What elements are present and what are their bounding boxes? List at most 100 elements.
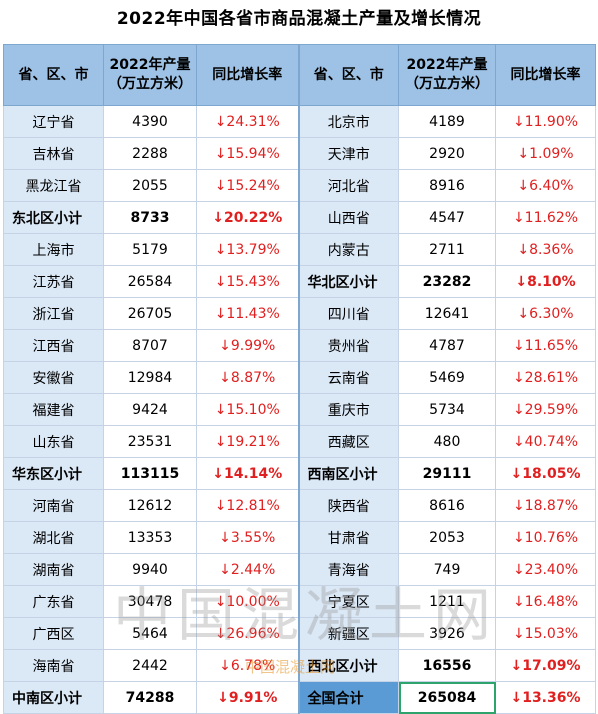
header-province-right: 省、区、市	[297, 44, 399, 106]
left-growth-rate-cell: ↓20.22%	[196, 201, 299, 234]
header-output-left: 2022年产量 （万立方米）	[103, 44, 197, 106]
output-table: 省、区、市 2022年产量 （万立方米） 同比增长率 省、区、市 2022年产量…	[3, 44, 596, 714]
right-growth-rate-cell: ↓28.61%	[495, 361, 596, 394]
right-region-name-cell: 四川省	[297, 297, 399, 330]
left-region-name-cell: 辽宁省	[3, 105, 104, 138]
left-region-name-cell: 广东省	[3, 585, 104, 618]
right-region-name-cell: 北京市	[297, 105, 399, 138]
left-output-value-cell: 26584	[103, 265, 197, 298]
header-growth-left: 同比增长率	[196, 44, 299, 106]
right-growth-rate-cell: ↓11.62%	[495, 201, 596, 234]
right-growth-rate-cell: ↓8.36%	[495, 233, 596, 266]
right-region-name-cell: 新疆区	[297, 617, 399, 650]
right-growth-rate-cell: ↓10.76%	[495, 521, 596, 554]
left-region-name-cell: 江苏省	[3, 265, 104, 298]
right-output-value-cell: 29111	[398, 457, 496, 490]
left-growth-rate-cell: ↓15.43%	[196, 265, 299, 298]
right-output-value-cell: 12641	[398, 297, 496, 330]
right-region-name-cell: 宁夏区	[297, 585, 399, 618]
right-region-name-cell: 西北区小计	[297, 649, 399, 682]
left-output-value-cell: 2055	[103, 169, 197, 202]
left-region-name-cell: 华东区小计	[3, 457, 104, 490]
left-region-name-cell: 河南省	[3, 489, 104, 522]
right-region-name-cell: 山西省	[297, 201, 399, 234]
left-output-value-cell: 30478	[103, 585, 197, 618]
right-region-name-cell: 天津市	[297, 137, 399, 170]
left-region-name-cell: 湖南省	[3, 553, 104, 586]
right-growth-rate-cell: ↓15.03%	[495, 617, 596, 650]
left-output-value-cell: 5464	[103, 617, 197, 650]
left-output-value-cell: 8707	[103, 329, 197, 362]
right-region-name-cell: 云南省	[297, 361, 399, 394]
left-growth-rate-cell: ↓10.00%	[196, 585, 299, 618]
left-growth-rate-cell: ↓9.91%	[196, 681, 299, 714]
left-growth-rate-cell: ↓12.81%	[196, 489, 299, 522]
table-row: 海南省 2442 ↓6.78% 西北区小计 16556 ↓17.09%	[3, 649, 596, 682]
header-output-line1: 2022年产量	[109, 57, 191, 73]
right-region-name-cell: 西南区小计	[297, 457, 399, 490]
right-growth-rate-cell: ↓18.05%	[495, 457, 596, 490]
left-region-name-cell: 上海市	[3, 233, 104, 266]
right-output-value-cell: 16556	[398, 649, 496, 682]
table-row: 浙江省 26705 ↓11.43% 四川省 12641 ↓6.30%	[3, 297, 596, 330]
right-output-value-cell: 480	[398, 425, 496, 458]
left-output-value-cell: 12984	[103, 361, 197, 394]
left-region-name-cell: 江西省	[3, 329, 104, 362]
right-region-name-cell: 陕西省	[297, 489, 399, 522]
table-row: 广东省 30478 ↓10.00% 宁夏区 1211 ↓16.48%	[3, 585, 596, 618]
right-output-value-cell: 1211	[398, 585, 496, 618]
table-row: 湖南省 9940 ↓2.44% 青海省 749 ↓23.40%	[3, 553, 596, 586]
left-growth-rate-cell: ↓26.96%	[196, 617, 299, 650]
header-output-line2: （万立方米）	[108, 76, 192, 92]
left-region-name-cell: 山东省	[3, 425, 104, 458]
left-growth-rate-cell: ↓8.87%	[196, 361, 299, 394]
right-growth-rate-cell: ↓23.40%	[495, 553, 596, 586]
right-growth-rate-cell: ↓1.09%	[495, 137, 596, 170]
left-output-value-cell: 4390	[103, 105, 197, 138]
left-region-name-cell: 黑龙江省	[3, 169, 104, 202]
right-growth-rate-cell: ↓8.10%	[495, 265, 596, 298]
right-output-value-cell: 8616	[398, 489, 496, 522]
left-growth-rate-cell: ↓6.78%	[196, 649, 299, 682]
left-output-value-cell: 23531	[103, 425, 197, 458]
left-region-name-cell: 湖北省	[3, 521, 104, 554]
left-output-value-cell: 113115	[103, 457, 197, 490]
right-output-value-cell: 4547	[398, 201, 496, 234]
right-output-value-cell: 8916	[398, 169, 496, 202]
right-growth-rate-cell: ↓13.36%	[495, 681, 596, 714]
table-row: 江西省 8707 ↓9.99% 贵州省 4787 ↓11.65%	[3, 329, 596, 362]
table-row: 广西区 5464 ↓26.96% 新疆区 3926 ↓15.03%	[3, 617, 596, 650]
table-row: 山东省 23531 ↓19.21% 西藏区 480 ↓40.74%	[3, 425, 596, 458]
left-output-value-cell: 2442	[103, 649, 197, 682]
right-region-name-cell: 甘肃省	[297, 521, 399, 554]
left-region-name-cell: 海南省	[3, 649, 104, 682]
right-region-name-cell: 青海省	[297, 553, 399, 586]
left-output-value-cell: 26705	[103, 297, 197, 330]
left-output-value-cell: 13353	[103, 521, 197, 554]
left-growth-rate-cell: ↓15.24%	[196, 169, 299, 202]
page-title: 2022年中国各省市商品混凝土产量及增长情况	[116, 9, 482, 29]
right-region-name-cell: 华北区小计	[297, 265, 399, 298]
right-growth-rate-cell: ↓11.90%	[495, 105, 596, 138]
table-row: 辽宁省 4390 ↓24.31% 北京市 4189 ↓11.90%	[3, 105, 596, 138]
table-row: 华东区小计 113115 ↓14.14% 西南区小计 29111 ↓18.05%	[3, 457, 596, 490]
left-region-name-cell: 安徽省	[3, 361, 104, 394]
right-growth-rate-cell: ↓11.65%	[495, 329, 596, 362]
right-growth-rate-cell: ↓16.48%	[495, 585, 596, 618]
right-output-value-cell: 4189	[398, 105, 496, 138]
right-region-name-cell: 河北省	[297, 169, 399, 202]
table-row: 湖北省 13353 ↓3.55% 甘肃省 2053 ↓10.76%	[3, 521, 596, 554]
right-output-value-cell: 265084	[398, 681, 496, 714]
left-growth-rate-cell: ↓15.94%	[196, 137, 299, 170]
left-growth-rate-cell: ↓19.21%	[196, 425, 299, 458]
left-output-value-cell: 2288	[103, 137, 197, 170]
left-region-name-cell: 广西区	[3, 617, 104, 650]
left-growth-rate-cell: ↓15.10%	[196, 393, 299, 426]
left-output-value-cell: 9424	[103, 393, 197, 426]
table-row: 安徽省 12984 ↓8.87% 云南省 5469 ↓28.61%	[3, 361, 596, 394]
table-row: 东北区小计 8733 ↓20.22% 山西省 4547 ↓11.62%	[3, 201, 596, 234]
header-row: 省、区、市 2022年产量 （万立方米） 同比增长率 省、区、市 2022年产量…	[3, 44, 596, 106]
left-growth-rate-cell: ↓24.31%	[196, 105, 299, 138]
table-row: 吉林省 2288 ↓15.94% 天津市 2920 ↓1.09%	[3, 137, 596, 170]
left-output-value-cell: 12612	[103, 489, 197, 522]
